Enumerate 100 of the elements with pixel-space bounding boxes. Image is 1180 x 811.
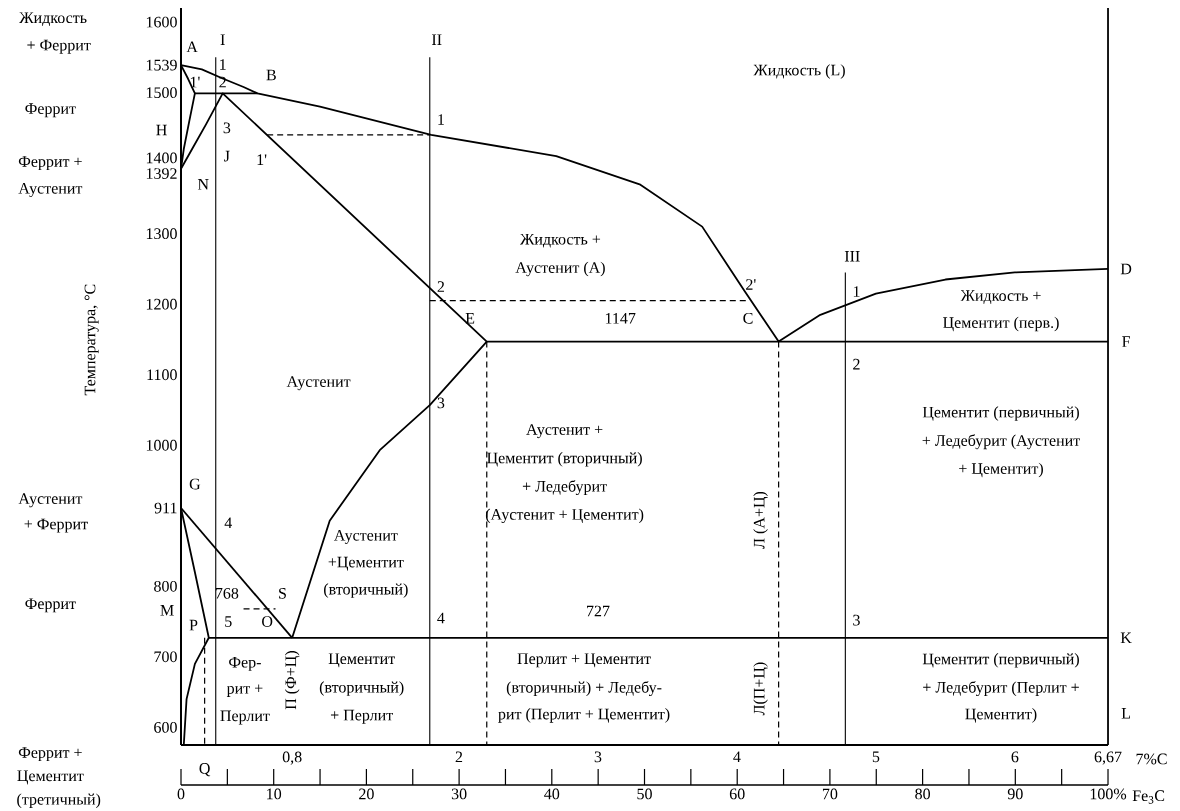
text: H — [156, 124, 167, 136]
annotation: 1147 — [605, 313, 636, 324]
annotation: 2' — [746, 279, 756, 290]
annotation: (вторичный) — [324, 583, 408, 598]
y-tick-label: 1000 — [146, 439, 177, 451]
annotation: 768 — [215, 587, 239, 599]
annotation: 1 — [438, 114, 444, 125]
annotation: +Цементит — [328, 556, 404, 571]
annotation: Аустенит — [286, 376, 351, 391]
annotation: (вторичный) + Ледебу- — [506, 681, 662, 697]
x-axis-title: 7%C — [1136, 753, 1167, 765]
y-tick-label: 800 — [154, 580, 177, 592]
y-tick-label: 1392 — [146, 168, 177, 179]
annotation: 1' — [257, 154, 267, 165]
y-tick-label: 1100 — [147, 369, 177, 381]
annotation: P — [189, 619, 198, 631]
annotation: G — [189, 478, 201, 490]
annotation: Фер- — [229, 656, 261, 671]
annotation: 3 — [437, 397, 445, 409]
text: D — [1120, 263, 1132, 275]
annotation: 3 — [223, 122, 231, 134]
annotation: П (Ф+Ц) — [284, 651, 300, 710]
y-tick-label: 600 — [154, 721, 177, 733]
annotation: Цементит) — [965, 708, 1037, 723]
annotation: Жидкость (L) — [753, 64, 845, 79]
x2-tick-label: 80 — [915, 788, 930, 800]
annotation: + Цементит) — [959, 462, 1043, 478]
annotation: Цементит (первичный) — [922, 406, 1079, 421]
annotation: + Ледебурит — [522, 480, 607, 496]
text: Жидкость — [19, 12, 87, 27]
text: Q — [199, 763, 211, 777]
annotation: III — [844, 251, 860, 262]
x-tick-label: 4 — [733, 751, 741, 763]
annotation: 727 — [587, 605, 610, 617]
text: Феррит + — [18, 747, 82, 762]
y-tick-label: 1539 — [146, 59, 177, 71]
text: Аустенит — [18, 182, 83, 197]
annotation: Перлит + Цементит — [517, 653, 651, 668]
text: Феррит — [25, 103, 76, 118]
annotation: 4 — [224, 517, 232, 529]
text: Цементит — [17, 770, 84, 785]
y-axis-title: Температура, °C — [84, 284, 99, 396]
annotation: Цементит — [328, 653, 395, 668]
annotation: S — [279, 587, 286, 599]
annotation: (Аустенит + Цементит) — [485, 508, 644, 524]
annotation: A — [186, 41, 198, 53]
text: Феррит — [25, 598, 76, 613]
x2-axis-title: Fe$_{3}$C — [1132, 790, 1165, 804]
annotation: Цементит (первичный) — [922, 653, 1079, 668]
text: + Феррит — [24, 518, 88, 533]
text: M — [160, 605, 174, 616]
annotation: + Перлит — [330, 709, 393, 724]
text: L — [1121, 708, 1131, 719]
x2-tick-label: 50 — [637, 788, 652, 800]
annotation: рит (Перлит + Цементит) — [498, 708, 670, 723]
x-tick-label: 3 — [594, 751, 602, 763]
annotation: 4 — [437, 612, 445, 624]
annotation: 2 — [853, 358, 860, 370]
annotation: + Ледебурит (Перлит + — [923, 681, 1079, 697]
annotation: I — [220, 34, 225, 45]
annotation: (вторичный) — [319, 681, 404, 696]
annotation: Аустенит + — [526, 424, 603, 439]
annotation: рит + — [226, 684, 263, 697]
y-tick-label: 1500 — [146, 87, 177, 99]
x2-tick-label: 70 — [822, 788, 838, 800]
annotation: 1 — [220, 59, 226, 70]
text: Аустенит — [18, 493, 83, 508]
text: (третичный) — [17, 793, 101, 808]
annotation: Жидкость + — [960, 290, 1041, 304]
y-tick-label: 1300 — [146, 228, 177, 240]
x2-tick-label: 10 — [267, 788, 282, 800]
annotation: 1 — [853, 286, 860, 297]
annotation: O — [262, 616, 273, 627]
annotation: Перлит — [220, 710, 270, 725]
x2-tick-label: 100% — [1090, 788, 1127, 800]
annotation: C — [743, 312, 753, 324]
annotation: E — [465, 313, 475, 324]
y-tick-label: 1400 — [146, 152, 177, 164]
annotation: II — [431, 34, 442, 45]
x-tick-label: 0,8 — [282, 751, 302, 765]
annotation: + Ледебурит (Аустенит — [922, 434, 1080, 450]
x-tick-label: 6,67 — [1094, 751, 1122, 765]
x2-tick-label: 60 — [729, 788, 745, 800]
annotation: 5 — [225, 616, 232, 627]
annotation: Аустенит — [333, 529, 398, 544]
y-tick-label: 911 — [154, 502, 177, 514]
x2-tick-label: 90 — [1007, 788, 1023, 800]
annotation: J — [224, 150, 230, 162]
annotation: Аустенит (A) — [515, 261, 605, 277]
annotation: Цементит (вторичный) — [487, 452, 642, 467]
text: + Феррит — [27, 39, 91, 54]
x2-tick-label: 20 — [359, 788, 374, 800]
annotation: 3 — [853, 614, 860, 626]
x2-tick-label: 30 — [451, 788, 467, 800]
annotation: Жидкость + — [520, 233, 601, 248]
annotation: B — [266, 69, 276, 81]
annotation: Л(П+Ц) — [753, 662, 768, 716]
annotation: Цементит (перв.) — [943, 316, 1059, 332]
annotation: 2 — [437, 281, 445, 292]
y-tick-label: 700 — [154, 651, 177, 663]
